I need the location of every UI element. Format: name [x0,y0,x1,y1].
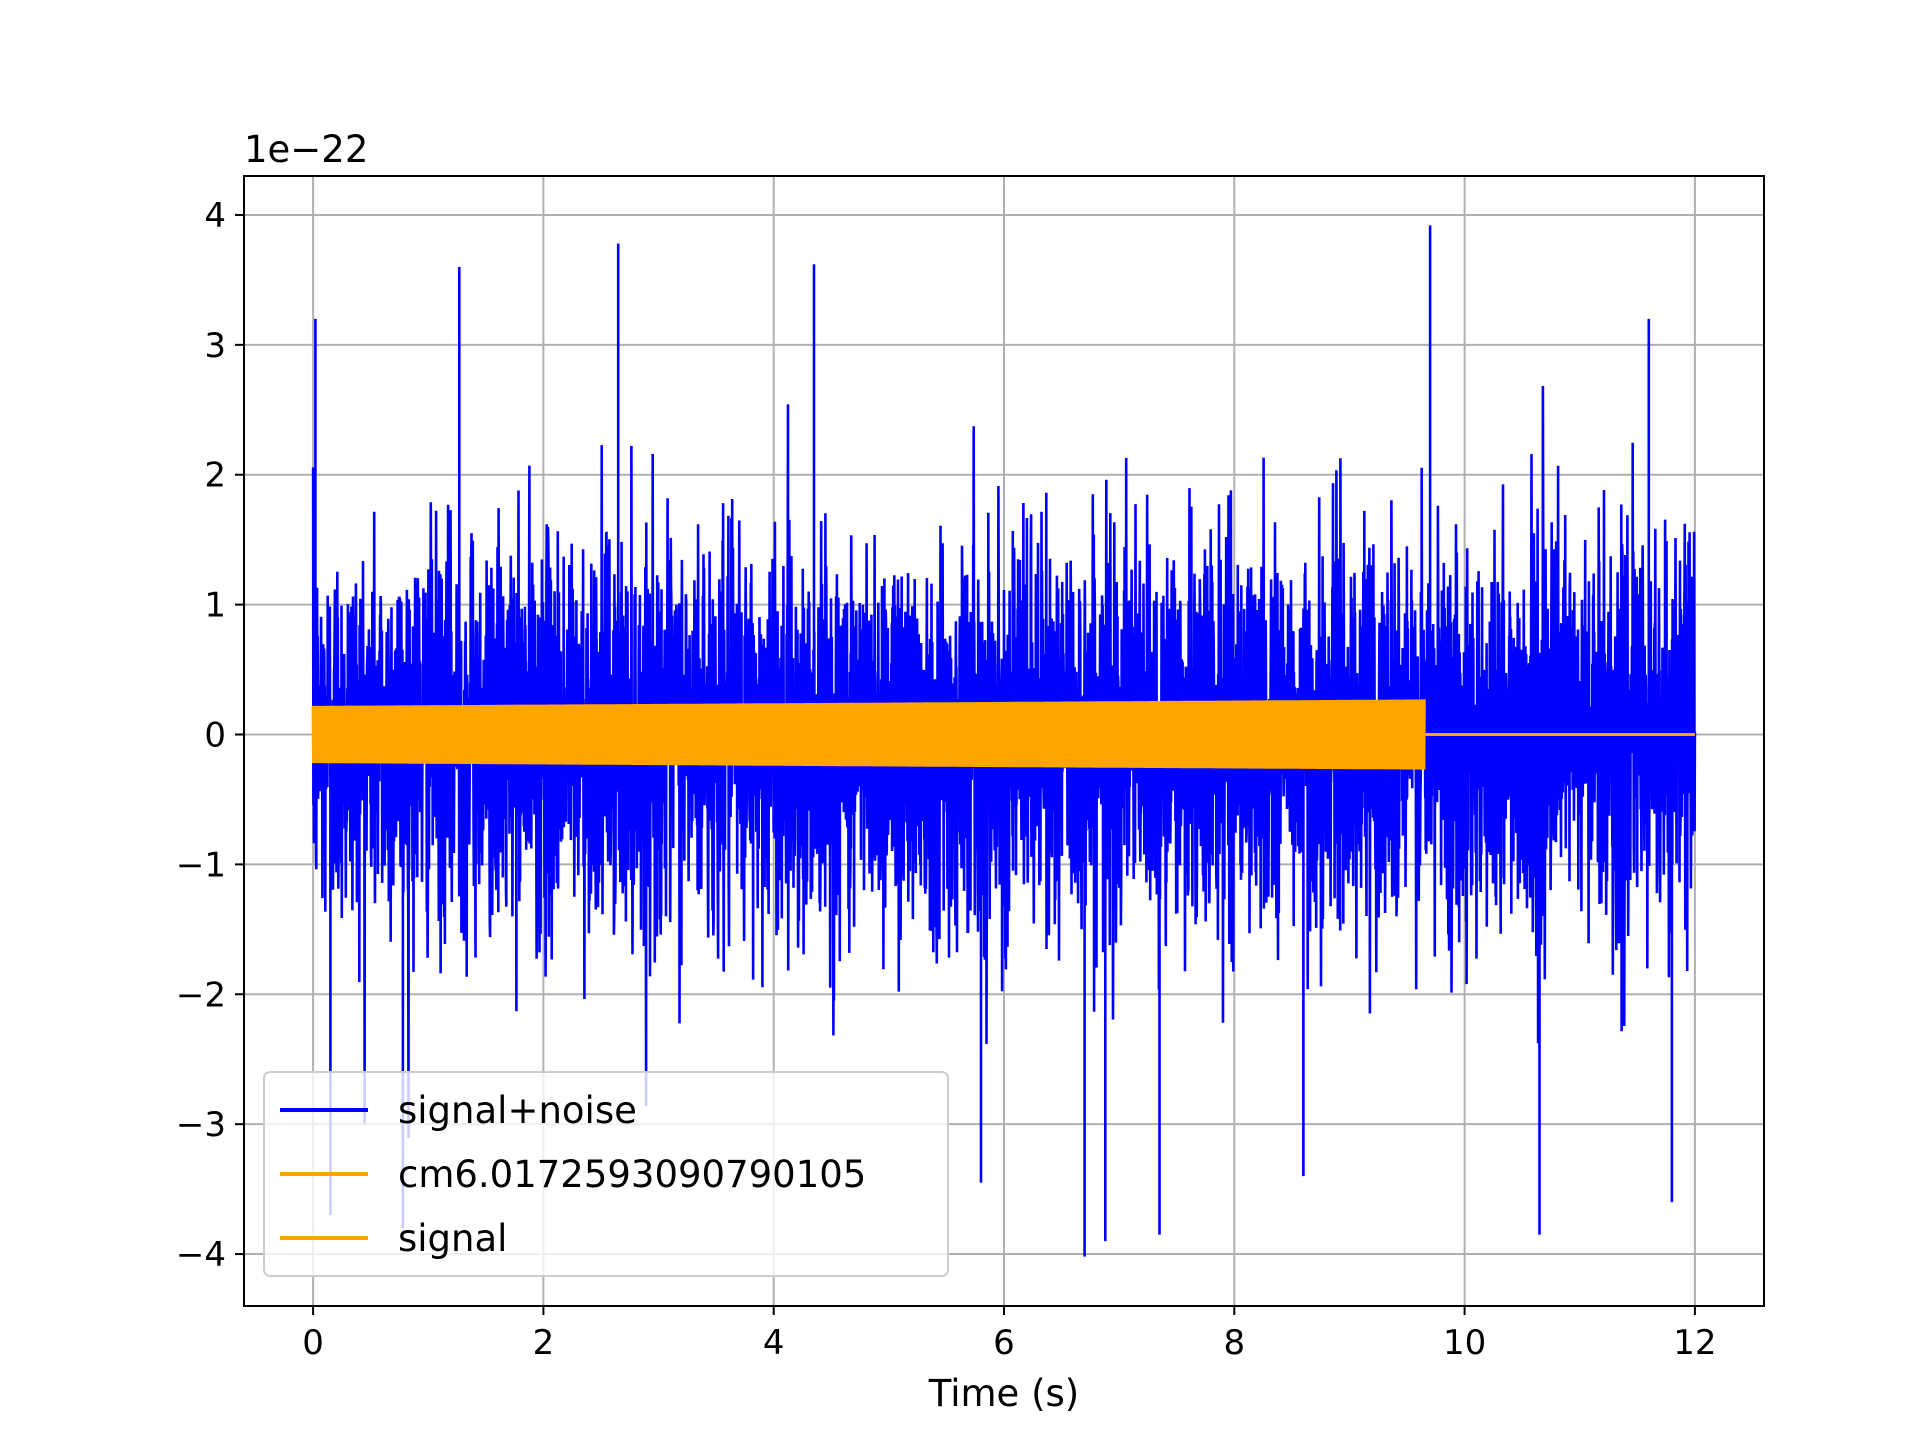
x-axis: 0 2 4 6 8 10 12 [302,1306,1717,1363]
x-tick-label: 6 [993,1323,1015,1363]
legend-entry: signal+noise [398,1089,637,1132]
x-tick-label: 12 [1673,1323,1716,1363]
legend: signal+noise cm6.0172593090790105 signal [263,1071,949,1277]
legend-entry: cm6.0172593090790105 [398,1153,866,1196]
y-scale-label: 1e−22 [244,128,368,171]
x-tick-label: 0 [302,1323,324,1363]
series-signal-noise [311,225,1697,1257]
y-axis: −4 −3 −2 −1 0 1 2 3 4 [176,196,244,1275]
y-tick-label: 2 [204,456,226,496]
y-tick-label: −2 [176,975,226,1015]
y-tick-label: 1 [204,586,226,626]
x-tick-label: 2 [533,1323,555,1363]
line-signal-noise [311,225,1697,1257]
y-tick-label: −4 [176,1235,226,1275]
y-tick-label: 4 [204,196,226,236]
legend-entry: signal [398,1217,507,1260]
x-tick-label: 8 [1223,1323,1245,1363]
y-tick-label: 3 [204,326,226,366]
legend-box [263,1071,949,1277]
y-tick-label: 0 [204,716,226,756]
x-tick-label: 4 [763,1323,785,1363]
y-tick-label: −3 [176,1105,226,1145]
series-signal [311,699,1695,770]
line-signal [311,699,1426,770]
y-tick-label: −1 [176,845,226,885]
x-tick-label: 10 [1443,1323,1486,1363]
x-axis-label: Time (s) [928,1372,1079,1415]
